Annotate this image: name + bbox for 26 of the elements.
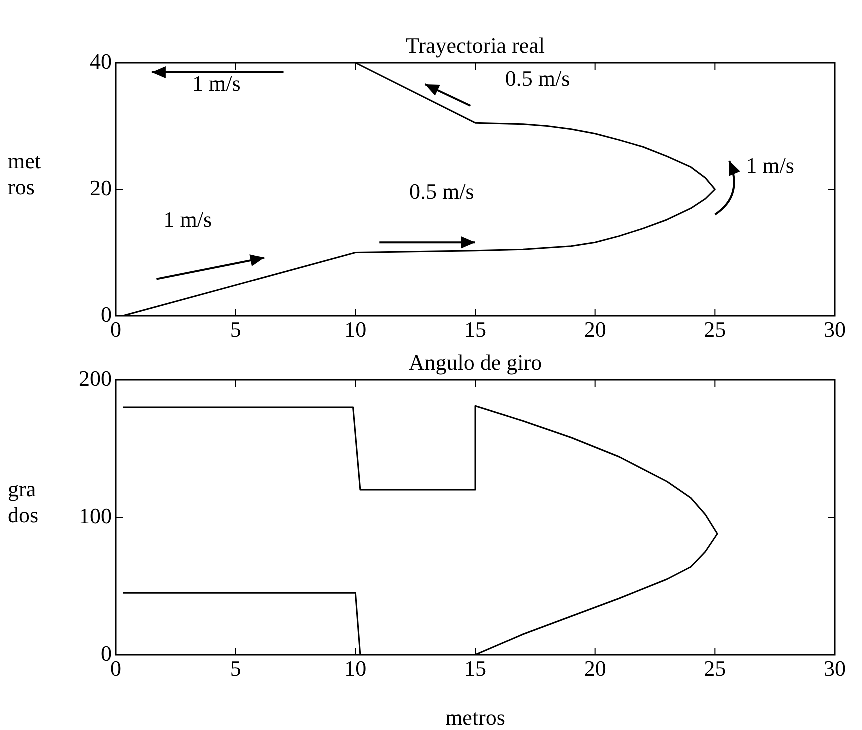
y-tick-label: 40 — [90, 48, 112, 74]
x-tick-label: 20 — [584, 316, 606, 342]
x-tick-label: 30 — [824, 656, 846, 681]
x-tick-label: 10 — [344, 656, 367, 681]
annotation: 1 m/s — [192, 70, 241, 96]
x-tick-label: 15 — [464, 656, 486, 681]
annotation: 0.5 m/s — [505, 66, 570, 91]
x-tick-label: 5 — [230, 656, 242, 681]
y-axis-title: met ros — [8, 148, 41, 200]
y-tick-label: 100 — [79, 503, 112, 528]
x-tick-label: 25 — [704, 316, 726, 342]
annotation: 1 m/s — [746, 153, 794, 178]
chart-title: Angulo de giro — [408, 350, 542, 375]
annotation: 0.5 m/s — [410, 179, 474, 204]
x-tick-label: 5 — [230, 316, 242, 342]
annotation: 1 m/s — [164, 206, 212, 232]
y-tick-label: 20 — [90, 175, 112, 200]
y-axis-title: gra dos — [8, 476, 39, 528]
y-tick-label: 200 — [79, 366, 112, 391]
x-tick-label: 20 — [584, 656, 606, 681]
x-tick-label: 30 — [824, 316, 846, 342]
chart-title: Trayectoria real — [406, 33, 546, 58]
x-axis-title: metros — [446, 705, 506, 730]
x-tick-label: 10 — [344, 316, 367, 342]
x-tick-label: 25 — [704, 656, 726, 681]
x-tick-label: 15 — [464, 316, 486, 342]
